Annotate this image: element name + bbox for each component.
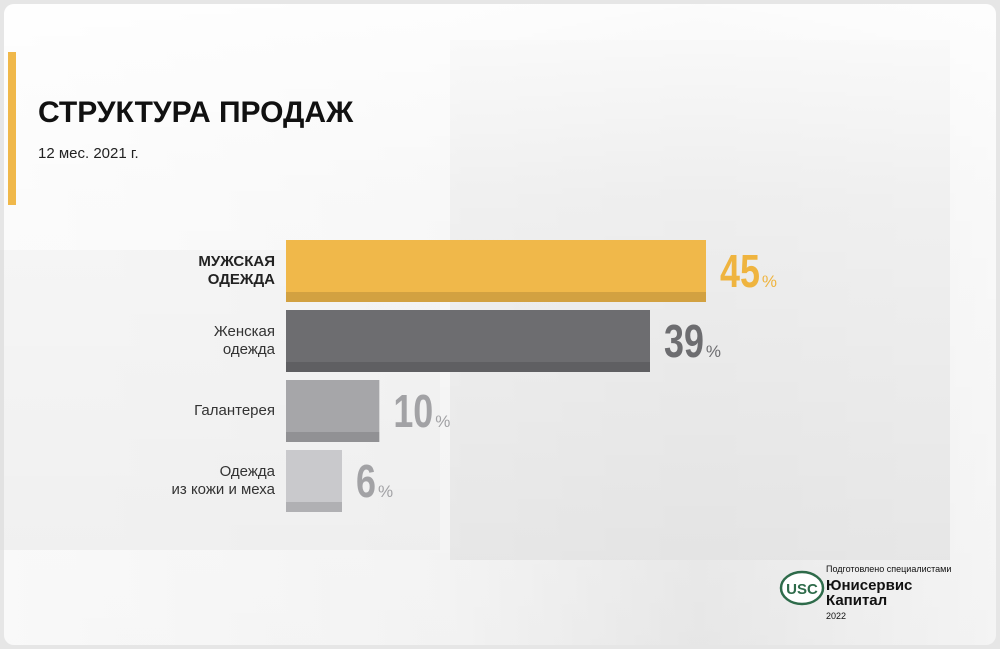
company: Капитал — [826, 592, 887, 609]
bar — [286, 310, 650, 372]
bar — [286, 380, 380, 442]
subtitle: 12 мес. 2021 г. — [38, 145, 139, 162]
bar — [286, 450, 342, 512]
title: СТРУКТУРА ПРОДАЖ — [38, 96, 354, 129]
bar-shade — [286, 362, 650, 372]
value-label: 39 — [664, 316, 704, 367]
unit-label: % — [435, 412, 450, 431]
bar-shade — [286, 502, 342, 512]
prepared: Подготовлено специалистами — [826, 564, 951, 574]
value-label: 45 — [720, 246, 760, 297]
logo-text: USC — [786, 581, 818, 598]
bar-shade — [286, 292, 706, 302]
category-label: Женская одежда — [213, 323, 275, 358]
bar-shade — [286, 432, 380, 442]
category-label: Галантерея — [194, 402, 275, 419]
unit-label: % — [706, 342, 721, 361]
unit-label: % — [762, 272, 777, 291]
year: 2022 — [826, 611, 846, 621]
category-label: МУЖСКАЯ ОДЕЖДА — [198, 253, 275, 288]
category-label: Одежда из кожи и меха — [171, 463, 275, 498]
company: Юнисервис — [826, 577, 912, 594]
accent-stripe — [8, 52, 16, 205]
bar — [286, 240, 706, 302]
value-label: 6 — [356, 456, 376, 507]
unit-label: % — [378, 482, 393, 501]
logo: USC — [779, 570, 825, 606]
value-label: 10 — [393, 386, 433, 437]
